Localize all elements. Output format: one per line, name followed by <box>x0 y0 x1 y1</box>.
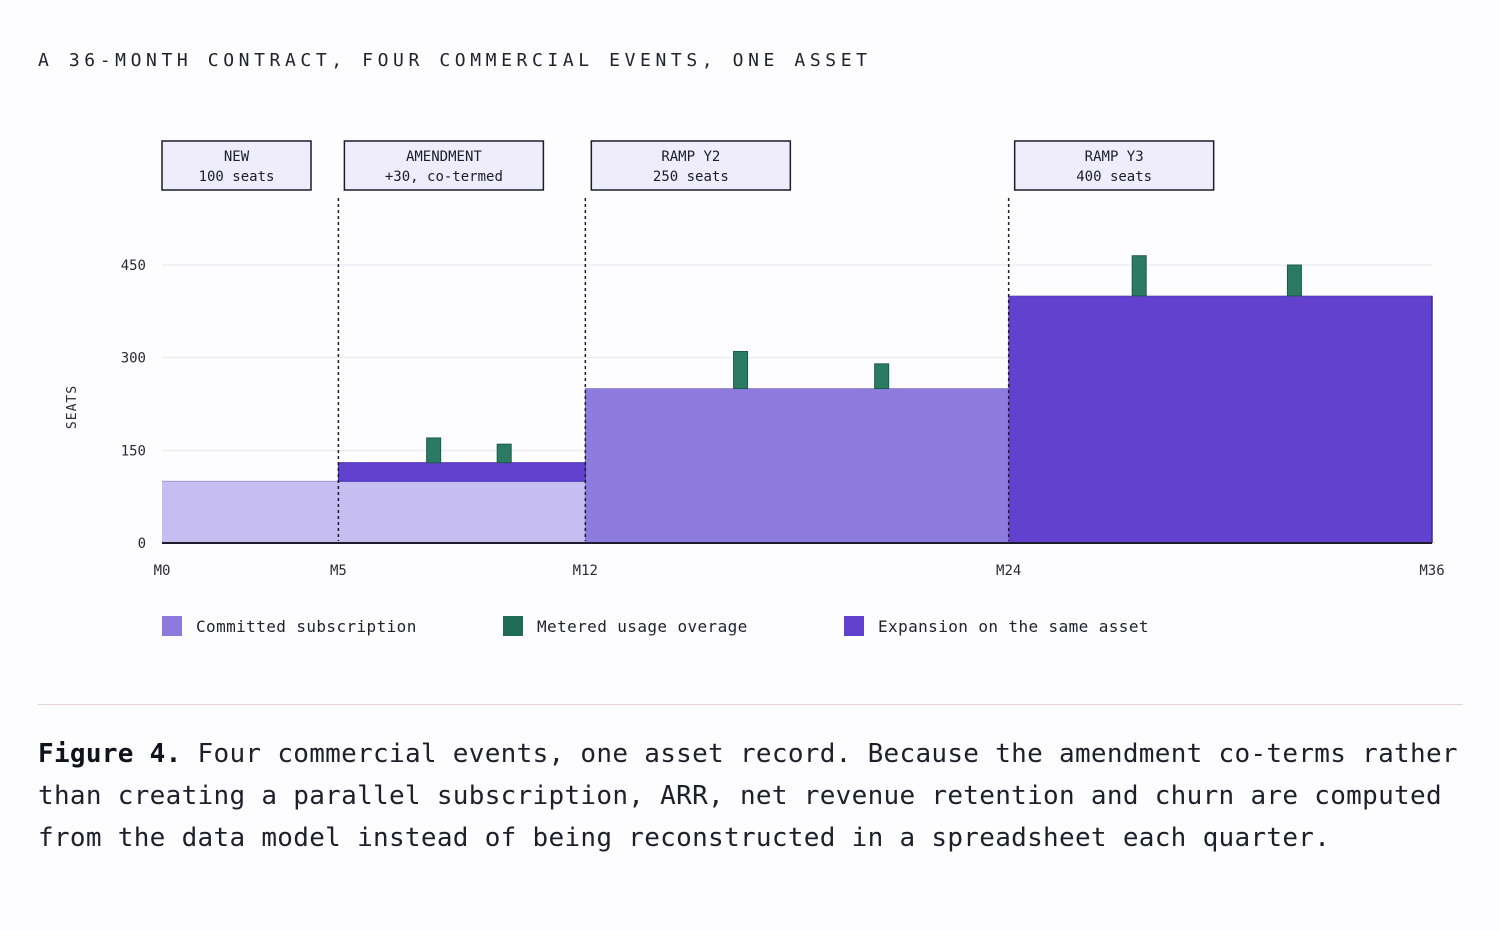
y-axis-label: SEATS <box>65 385 80 429</box>
overage-bar-4 <box>874 363 890 390</box>
x-tick-label: M36 <box>1419 563 1444 579</box>
event-callout-detail: 400 seats <box>1076 169 1152 185</box>
event-callout-name: AMENDMENT <box>406 149 482 165</box>
figure-caption: Figure 4. Four commercial events, one as… <box>38 733 1458 859</box>
legend-label-committed: Committed subscription <box>196 616 417 636</box>
legend-item-expansion: Expansion on the same asset <box>844 616 1149 636</box>
seats-step-chart: 0 150 300 450 SEATS M0 M5 M12 M24 M36 NEW 100 seats… <box>65 140 1445 579</box>
committed-block-1 <box>162 481 586 543</box>
x-tick-label: M12 <box>573 563 598 579</box>
event-callout-detail: +30, co-termed <box>385 169 503 185</box>
chart-legend: Committed subscription Metered usage ove… <box>0 616 1500 640</box>
overage-bar-6 <box>1286 264 1302 297</box>
y-tick-label: 0 <box>138 536 146 552</box>
legend-swatch-expansion <box>844 616 864 636</box>
y-tick-label: 150 <box>121 443 146 459</box>
caption-label: Figure 4. <box>38 739 182 769</box>
legend-swatch-overage <box>503 616 523 636</box>
y-tick-label: 450 <box>121 258 146 274</box>
x-tick-label: M0 <box>154 563 171 579</box>
event-callout-name: RAMP Y3 <box>1085 149 1144 165</box>
chart-title: A 36-MONTH CONTRACT, FOUR COMMERCIAL EVE… <box>38 50 872 71</box>
x-tick-label: M5 <box>330 563 347 579</box>
legend-item-committed: Committed subscription <box>162 616 417 636</box>
event-callout-box <box>1013 140 1215 191</box>
legend-item-overage: Metered usage overage <box>503 616 748 636</box>
event-callout-name: NEW <box>224 149 250 165</box>
event-callout-box <box>590 140 792 191</box>
expansion-block <box>337 462 586 482</box>
caption-text: Four commercial events, one asset record… <box>38 739 1458 853</box>
event-callout-detail: 250 seats <box>653 169 729 185</box>
legend-swatch-committed <box>162 616 182 636</box>
divider <box>38 704 1463 705</box>
legend-label-expansion: Expansion on the same asset <box>878 616 1149 636</box>
committed-block-3 <box>1008 295 1432 543</box>
legend-label-overage: Metered usage overage <box>537 616 748 636</box>
overage-bar-1 <box>426 437 442 464</box>
overage-bar-3 <box>733 350 749 390</box>
x-tick-label: M24 <box>996 563 1021 579</box>
overage-bar-2 <box>496 443 512 464</box>
committed-block-2 <box>585 388 1009 543</box>
event-callout-detail: 100 seats <box>199 169 275 185</box>
event-callout-box <box>343 140 545 191</box>
event-callout-name: RAMP Y2 <box>661 149 720 165</box>
event-callout-box <box>161 140 312 191</box>
y-tick-label: 300 <box>121 351 146 367</box>
overage-bar-5 <box>1131 255 1147 297</box>
